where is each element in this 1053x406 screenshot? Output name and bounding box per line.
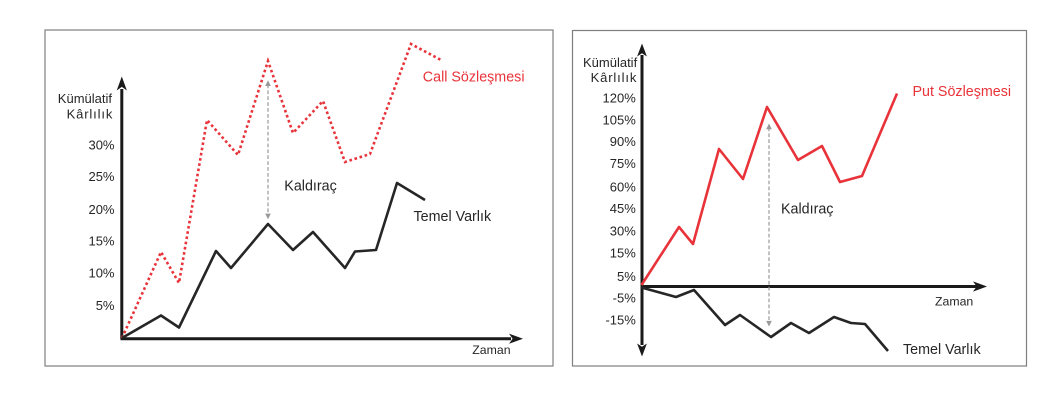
svg-text:Kârlılık: Kârlılık bbox=[67, 107, 114, 122]
svg-text:Zaman: Zaman bbox=[935, 294, 973, 308]
svg-text:15%: 15% bbox=[610, 245, 636, 260]
svg-text:-5%: -5% bbox=[613, 291, 637, 306]
svg-text:Kârlılık: Kârlılık bbox=[591, 70, 638, 85]
svg-text:5%: 5% bbox=[96, 298, 115, 313]
svg-text:Call Sözleşmesi: Call Sözleşmesi bbox=[423, 70, 525, 86]
svg-text:-15%: -15% bbox=[605, 313, 636, 328]
svg-text:20%: 20% bbox=[88, 202, 114, 217]
svg-text:75%: 75% bbox=[610, 156, 636, 171]
svg-text:Zaman: Zaman bbox=[472, 343, 510, 357]
svg-text:10%: 10% bbox=[88, 266, 114, 281]
svg-text:90%: 90% bbox=[610, 134, 636, 149]
svg-text:15%: 15% bbox=[88, 234, 114, 249]
svg-text:30%: 30% bbox=[88, 137, 114, 152]
svg-text:120%: 120% bbox=[603, 91, 637, 106]
svg-text:Kaldıraç: Kaldıraç bbox=[284, 179, 336, 195]
svg-text:105%: 105% bbox=[603, 112, 637, 127]
svg-text:5%: 5% bbox=[617, 269, 636, 284]
svg-text:Temel Varlık: Temel Varlık bbox=[414, 209, 492, 225]
svg-text:Temel Varlık: Temel Varlık bbox=[903, 342, 981, 358]
svg-text:60%: 60% bbox=[610, 179, 636, 194]
svg-text:Kümülatif: Kümülatif bbox=[583, 55, 638, 70]
svg-text:Put Sözleşmesi: Put Sözleşmesi bbox=[913, 84, 1012, 100]
svg-text:Kaldıraç: Kaldıraç bbox=[781, 202, 833, 218]
svg-text:30%: 30% bbox=[610, 224, 636, 239]
svg-text:25%: 25% bbox=[88, 169, 114, 184]
svg-text:Kümülatif: Kümülatif bbox=[58, 91, 113, 106]
svg-text:45%: 45% bbox=[610, 201, 636, 216]
